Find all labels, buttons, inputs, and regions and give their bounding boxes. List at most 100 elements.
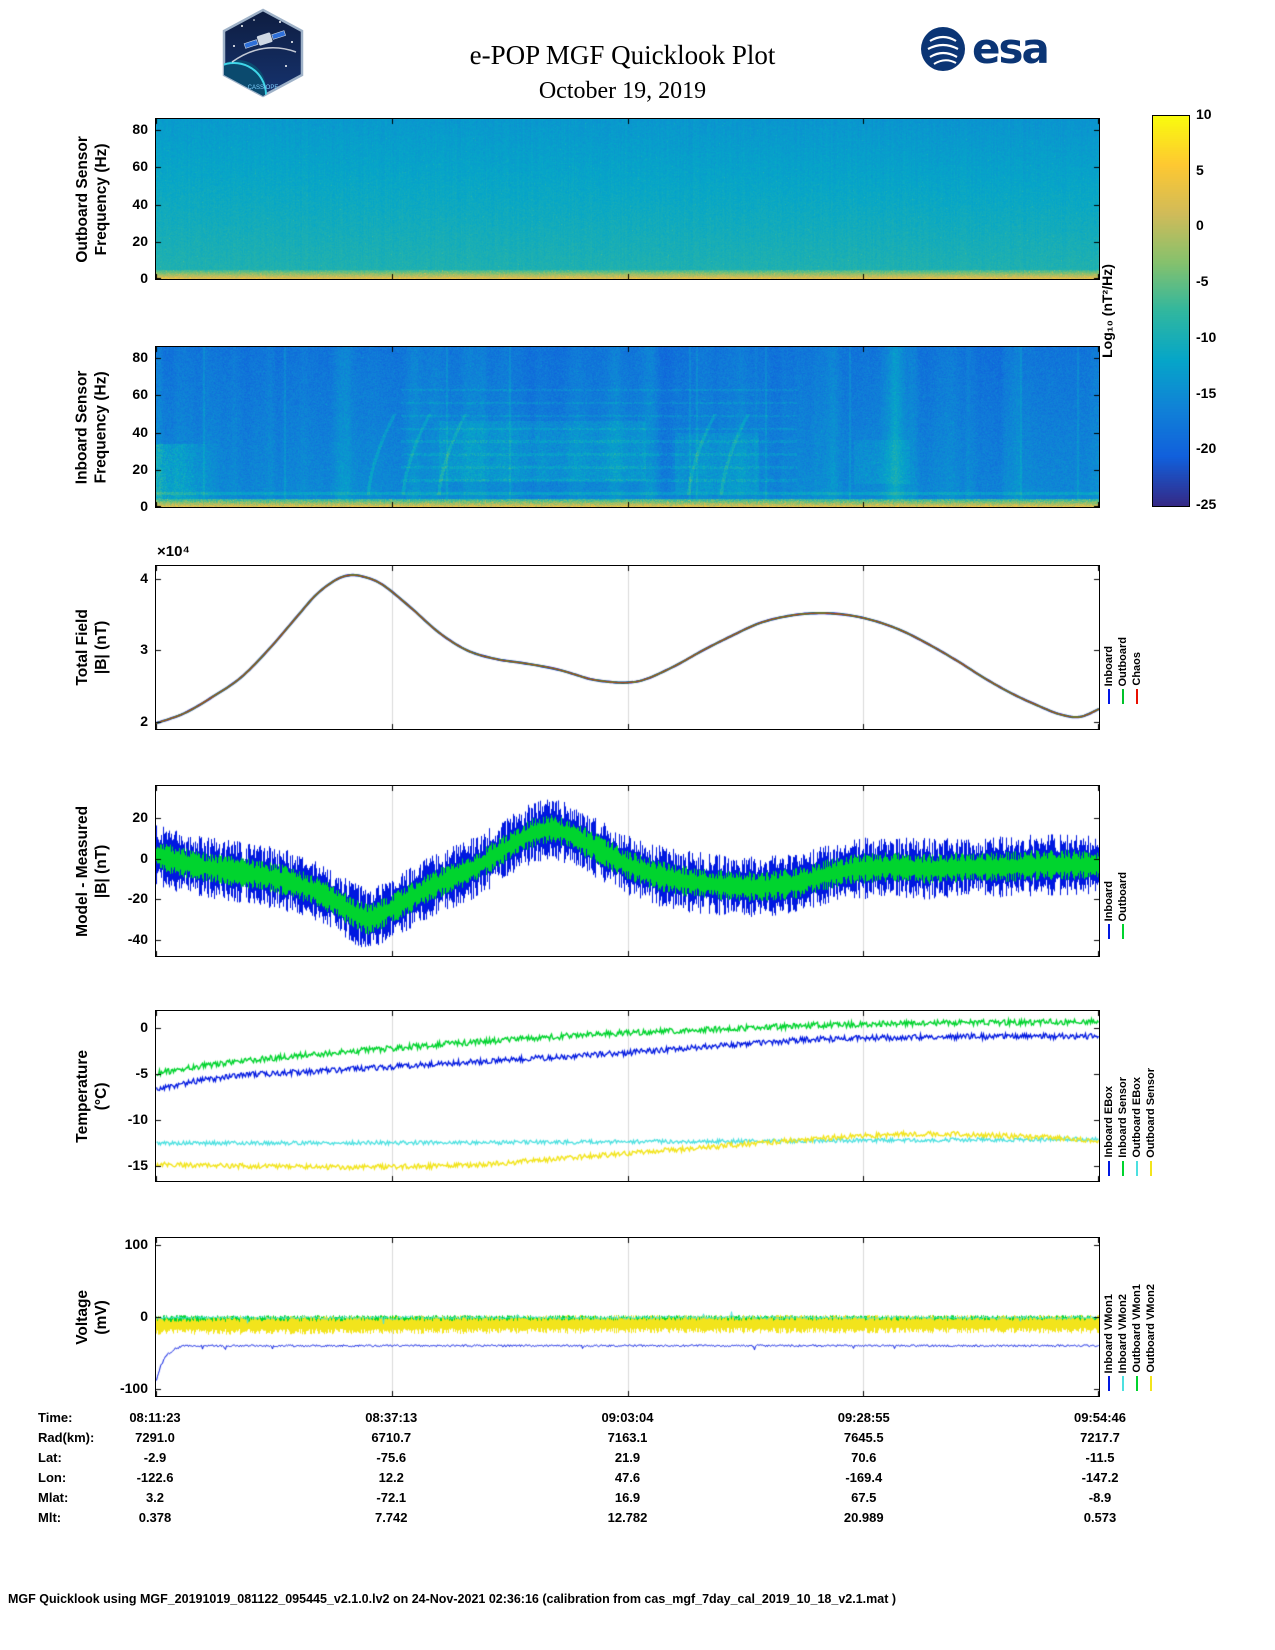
table-row-label: Rad(km): [38, 1430, 95, 1445]
table-cell: 70.6 [851, 1450, 877, 1465]
y-tick-label: 20 [132, 809, 148, 826]
legend-item: Chaos [1131, 652, 1143, 730]
legend-label: Outboard [1117, 871, 1129, 922]
colorbar-tick-label: -5 [1196, 273, 1209, 290]
y-tick-label: 2 [140, 712, 148, 729]
esa-logo: esa [920, 26, 1050, 72]
y-tick-label: 0 [140, 1018, 148, 1035]
y-tick-label: 80 [132, 121, 148, 138]
colorbar-tick-label: 0 [1196, 217, 1204, 234]
legend-label: Outboard EBox [1131, 1077, 1143, 1158]
legend-color-dash [1121, 1376, 1125, 1391]
legend-color-dash [1149, 1161, 1153, 1176]
legend-color-dash [1107, 924, 1111, 939]
colorbar-tick-label: 10 [1196, 106, 1212, 122]
table-row-label: Time: [38, 1410, 73, 1425]
legend-item: Outboard EBox [1131, 1077, 1143, 1182]
legend-item: Inboard VMon2 [1117, 1294, 1129, 1397]
page-title: e-POP MGF Quicklook Plot [469, 40, 776, 70]
voltage-canvas [156, 1238, 1099, 1396]
y-tick-label: 3 [140, 641, 148, 658]
table-cell: 09:03:04 [601, 1410, 654, 1425]
table-cell: -147.2 [1081, 1470, 1119, 1485]
legend-item: Inboard VMon1 [1103, 1294, 1115, 1397]
table-cell: -75.6 [376, 1450, 407, 1465]
y-tick-label: 0 [140, 270, 148, 286]
table-row-label: Lon: [38, 1470, 67, 1485]
y-tick-label: 4 [140, 569, 148, 586]
model_minus_measured-legend: Inboard Outboard [1103, 785, 1129, 957]
table-cell: 47.6 [614, 1470, 641, 1485]
temperature-ylabel: Temperature (°C) [73, 1049, 110, 1143]
table-cell: 7291.0 [135, 1430, 175, 1445]
legend-label: Outboard Sensor [1145, 1068, 1157, 1158]
total-field-panel [155, 565, 1100, 730]
legend-label: Inboard EBox [1103, 1086, 1115, 1158]
y-tick-label: 0 [140, 849, 148, 866]
outboard-spectrogram-canvas [156, 119, 1099, 279]
ephemeris-table: Time: 08:11:23 08:37:13 09:03:04 09:28:55 09:… [0, 1410, 1275, 1535]
table-cell: 20.989 [843, 1510, 884, 1525]
y-tick-label: 100 [124, 1236, 148, 1253]
legend-label: Inboard VMon2 [1117, 1293, 1129, 1373]
y-tick-label: -40 [127, 930, 148, 947]
table-cell: 7.742 [374, 1510, 408, 1525]
table-cell: 7163.1 [607, 1430, 648, 1445]
legend-color-dash [1121, 1161, 1125, 1176]
y-tick-label: -15 [127, 1157, 148, 1174]
table-cell: 7645.5 [843, 1430, 884, 1445]
legend-label: Outboard VMon2 [1145, 1284, 1157, 1373]
legend-item: Inboard EBox [1103, 1086, 1115, 1182]
epop-mission-logo: CASSIOPE [220, 8, 306, 103]
colorbar-tick-label: 5 [1196, 161, 1204, 178]
legend-item: Outboard [1117, 872, 1129, 958]
legend-color-dash [1121, 924, 1125, 939]
outboard-spectrogram-panel [155, 118, 1100, 280]
y-tick-label: 60 [132, 158, 148, 175]
colorbar [1152, 115, 1190, 507]
table-cell: 7217.7 [1080, 1430, 1120, 1445]
legend-color-dash [1121, 689, 1125, 704]
legend-color-dash [1107, 689, 1111, 704]
table-row-label: Mlt: [38, 1510, 62, 1525]
title-block: e-POP MGF Quicklook Plot October 19, 201… [0, 40, 1245, 105]
legend-label: Chaos [1131, 652, 1143, 686]
legend-color-dash [1149, 1376, 1153, 1391]
temperature-panel [155, 1010, 1100, 1182]
table-cell: 08:11:23 [129, 1410, 181, 1425]
y-tick-label: 40 [132, 195, 148, 212]
model-minus-measured-canvas [156, 786, 1099, 956]
colorbar-tick-label: -10 [1196, 328, 1217, 345]
y-tick-label: -5 [135, 1065, 148, 1082]
epop-patch-icon: CASSIOPE [222, 8, 304, 98]
y-tick-label: 40 [132, 423, 148, 440]
voltage-panel [155, 1237, 1100, 1397]
voltage-legend: Inboard VMon1 Inboard VMon2 Outboard VMon1… [1103, 1237, 1157, 1397]
legend-label: Inboard Sensor [1117, 1077, 1129, 1158]
y-tick-label: 80 [132, 349, 148, 366]
table-row-label: Mlat: [38, 1490, 69, 1505]
total_field-legend: Inboard Outboard Chaos [1103, 565, 1143, 730]
table-cell: 3.2 [145, 1490, 165, 1505]
legend-item: Outboard Sensor [1145, 1068, 1157, 1182]
legend-item: Inboard [1103, 646, 1115, 730]
legend-item: Outboard VMon2 [1145, 1284, 1157, 1397]
legend-label: Outboard [1117, 636, 1129, 687]
legend-color-dash [1135, 689, 1139, 704]
page-date: October 19, 2019 [538, 78, 707, 104]
model-minus-measured-panel [155, 785, 1100, 957]
table-cell: 16.9 [614, 1490, 641, 1505]
legend-color-dash [1107, 1376, 1111, 1391]
legend-item: Outboard VMon1 [1131, 1284, 1143, 1397]
table-cell: 09:54:46 [1073, 1410, 1127, 1425]
y-tick-label: 60 [132, 386, 148, 403]
table-cell: 0.378 [138, 1510, 172, 1525]
table-cell: 08:37:13 [365, 1410, 418, 1425]
legend-label: Outboard VMon1 [1131, 1284, 1143, 1373]
temperature-canvas [156, 1011, 1099, 1181]
total-field-canvas [156, 566, 1099, 729]
legend-color-dash [1135, 1376, 1139, 1391]
table-cell: -11.5 [1085, 1450, 1115, 1465]
table-cell: 67.5 [851, 1490, 877, 1505]
